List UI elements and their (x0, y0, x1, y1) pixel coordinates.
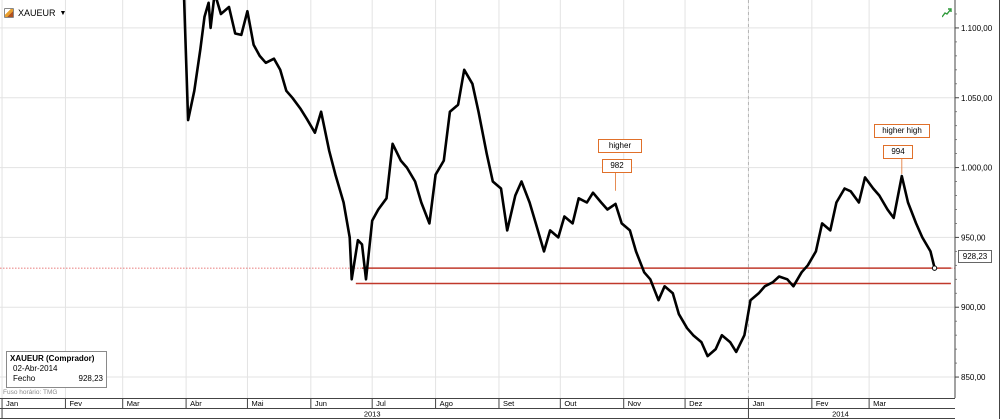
info-box: XAUEUR (Comprador) 02-Abr-2014 Fecho 928… (6, 351, 107, 388)
last-price-tag: 928,23 (958, 250, 992, 263)
y-tick-label: 1.050,00 (961, 94, 993, 103)
month-label: Mai (251, 399, 263, 408)
support-lines (355, 267, 951, 285)
symbol-label: XAUEUR (18, 8, 56, 18)
month-label: Set (503, 399, 515, 408)
y-tick-label: 1.100,00 (961, 24, 993, 33)
month-label: Jan (752, 399, 764, 408)
month-label: Jun (315, 399, 327, 408)
month-label: Nov (628, 399, 642, 408)
month-label: Fev (69, 399, 82, 408)
x-axis: Jan Fev Mar Abr Mai Jun Jul Ago Set Out Nov Dez Jan F… (0, 398, 955, 419)
annotation-higher-high-label: higher high (874, 124, 930, 138)
info-title: XAUEUR (Comprador) (10, 354, 95, 363)
info-close-label: Fecho (13, 374, 36, 383)
year-label: 2014 (832, 410, 849, 419)
info-close-value: 928,23 (78, 374, 103, 383)
last-price-marker (931, 265, 938, 271)
month-label: Dez (689, 399, 703, 408)
instrument-flag-icon (4, 8, 14, 18)
price-series (182, 0, 938, 358)
annotation-higher-label: higher (598, 139, 642, 153)
annotation-higher-value: 982 (602, 159, 632, 173)
caret-down-icon[interactable]: ▼ (59, 9, 67, 17)
y-axis: 850,00 900,00 950,00 1.000,00 1.050,00 1.100,… (954, 0, 1000, 419)
month-label: Abr (190, 399, 202, 408)
annotation-higher-high-value: 994 (883, 145, 913, 159)
symbol-selector[interactable]: XAUEUR ▼ (4, 6, 66, 20)
trend-up-icon[interactable] (942, 8, 952, 18)
month-label: Jul (376, 399, 386, 408)
price-line (182, 0, 936, 358)
y-tick-label: 950,00 (961, 233, 986, 242)
y-tick-label: 1.000,00 (961, 164, 993, 173)
y-tick-label: 850,00 (961, 373, 986, 382)
month-label: Ago (440, 399, 453, 408)
year-label: 2013 (364, 410, 381, 419)
info-date: 02-Abr-2014 (13, 364, 58, 373)
month-label: Jan (6, 399, 18, 408)
timezone-note: Fuso horário: TMG (3, 389, 58, 396)
month-label: Mar (127, 399, 140, 408)
month-label: Out (564, 399, 577, 408)
month-label: Fev (816, 399, 829, 408)
month-label: Mar (873, 399, 886, 408)
info-close-row: Fecho 928,23 (10, 374, 103, 384)
y-tick-label: 900,00 (961, 303, 986, 312)
grid (0, 0, 955, 398)
